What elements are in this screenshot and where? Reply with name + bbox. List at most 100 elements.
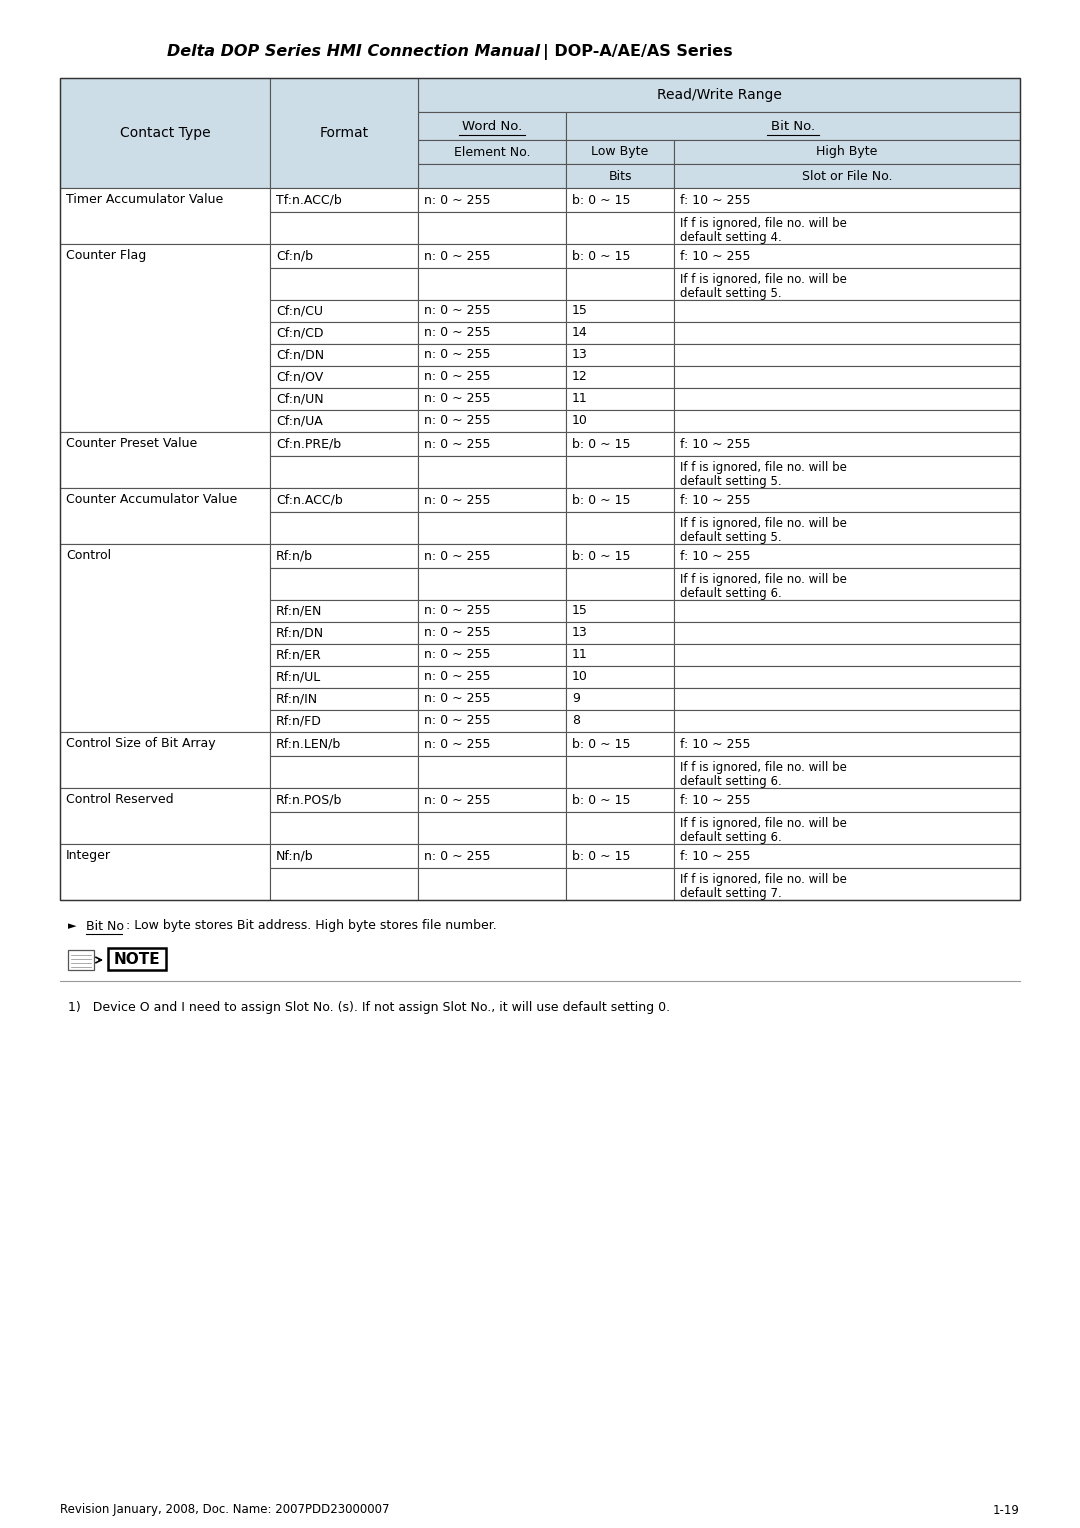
Text: 13: 13 (572, 626, 588, 640)
Bar (566, 141, 674, 163)
Bar (566, 568, 674, 601)
Bar (674, 299, 1020, 322)
Bar (566, 188, 674, 212)
Bar (566, 212, 674, 244)
Text: 9: 9 (572, 692, 580, 706)
Text: default setting 6.: default setting 6. (680, 775, 782, 788)
Bar (270, 388, 418, 410)
Bar (566, 455, 674, 487)
Text: If f is ignored, file no. will be: If f is ignored, file no. will be (680, 217, 847, 231)
Bar (418, 344, 566, 367)
Text: default setting 5.: default setting 5. (680, 475, 782, 487)
Text: Tf:n.ACC/b: Tf:n.ACC/b (276, 194, 341, 206)
Bar (60, 487, 270, 544)
Bar (60, 78, 1020, 900)
Bar (60, 244, 270, 432)
Bar (674, 643, 1020, 666)
Bar (270, 568, 418, 601)
Text: Cf:n/CD: Cf:n/CD (276, 327, 324, 339)
Bar (566, 487, 674, 512)
Text: n: 0 ~ 255: n: 0 ~ 255 (424, 850, 490, 862)
Bar (566, 388, 674, 410)
Bar (418, 78, 1020, 112)
Text: Timer Accumulator Value: Timer Accumulator Value (66, 193, 224, 206)
Text: Rf:n/DN: Rf:n/DN (276, 626, 324, 640)
Bar (566, 244, 674, 267)
Bar (566, 299, 674, 322)
Bar (566, 622, 674, 643)
Bar (566, 688, 674, 711)
Bar (418, 322, 566, 344)
Text: Bit No.: Bit No. (771, 119, 815, 133)
Bar (60, 188, 270, 244)
Text: n: 0 ~ 255: n: 0 ~ 255 (424, 348, 490, 362)
Text: Slot or File No.: Slot or File No. (801, 170, 892, 182)
Text: If f is ignored, file no. will be: If f is ignored, file no. will be (680, 817, 847, 830)
Text: Element No.: Element No. (454, 145, 530, 159)
Bar (418, 512, 566, 544)
Bar (270, 455, 418, 487)
Bar (270, 244, 418, 267)
Bar (270, 811, 418, 843)
Bar (566, 367, 674, 388)
Bar (270, 344, 418, 367)
Text: Read/Write Range: Read/Write Range (657, 89, 782, 102)
Text: f: 10 ~ 255: f: 10 ~ 255 (680, 793, 751, 807)
Text: Nf:n/b: Nf:n/b (276, 850, 313, 862)
Text: n: 0 ~ 255: n: 0 ~ 255 (424, 393, 490, 405)
Bar (674, 410, 1020, 432)
Text: f: 10 ~ 255: f: 10 ~ 255 (680, 738, 751, 750)
Bar (418, 299, 566, 322)
Text: 10: 10 (572, 414, 588, 428)
Text: If f is ignored, file no. will be: If f is ignored, file no. will be (680, 761, 847, 775)
Bar (674, 544, 1020, 568)
Text: Contact Type: Contact Type (120, 125, 211, 141)
Bar (418, 432, 566, 455)
Bar (418, 811, 566, 843)
Bar (566, 112, 1020, 141)
Bar (418, 212, 566, 244)
Text: b: 0 ~ 15: b: 0 ~ 15 (572, 850, 631, 862)
Text: Cf:n/DN: Cf:n/DN (276, 348, 324, 362)
Bar (674, 788, 1020, 811)
Bar (674, 711, 1020, 732)
Bar (674, 666, 1020, 688)
Bar (270, 711, 418, 732)
Bar (270, 843, 418, 868)
Text: default setting 6.: default setting 6. (680, 831, 782, 843)
Text: n: 0 ~ 255: n: 0 ~ 255 (424, 304, 490, 318)
Text: High Byte: High Byte (816, 145, 878, 159)
Text: Cf:n/UA: Cf:n/UA (276, 414, 323, 428)
Text: 11: 11 (572, 648, 588, 662)
Text: If f is ignored, file no. will be: If f is ignored, file no. will be (680, 573, 847, 587)
Bar (60, 78, 270, 188)
Bar (270, 601, 418, 622)
Bar (674, 601, 1020, 622)
Text: Bit No: Bit No (86, 920, 124, 932)
Bar (270, 188, 418, 212)
Bar (270, 267, 418, 299)
Text: Cf:n/CU: Cf:n/CU (276, 304, 323, 318)
Bar (270, 643, 418, 666)
Bar (418, 141, 566, 163)
Bar (270, 666, 418, 688)
Text: n: 0 ~ 255: n: 0 ~ 255 (424, 648, 490, 662)
Bar (270, 432, 418, 455)
Text: Cf:n/OV: Cf:n/OV (276, 370, 323, 384)
Bar (674, 432, 1020, 455)
Bar (418, 112, 566, 141)
Text: n: 0 ~ 255: n: 0 ~ 255 (424, 370, 490, 384)
Bar (270, 78, 418, 188)
Text: default setting 7.: default setting 7. (680, 886, 782, 900)
Bar (270, 410, 418, 432)
Bar (566, 868, 674, 900)
Text: n: 0 ~ 255: n: 0 ~ 255 (424, 494, 490, 506)
Bar (418, 388, 566, 410)
Bar (270, 544, 418, 568)
Text: f: 10 ~ 255: f: 10 ~ 255 (680, 437, 751, 451)
Bar (418, 568, 566, 601)
Bar (674, 244, 1020, 267)
Text: n: 0 ~ 255: n: 0 ~ 255 (424, 327, 490, 339)
Text: Bits: Bits (608, 170, 632, 182)
Bar (566, 711, 674, 732)
